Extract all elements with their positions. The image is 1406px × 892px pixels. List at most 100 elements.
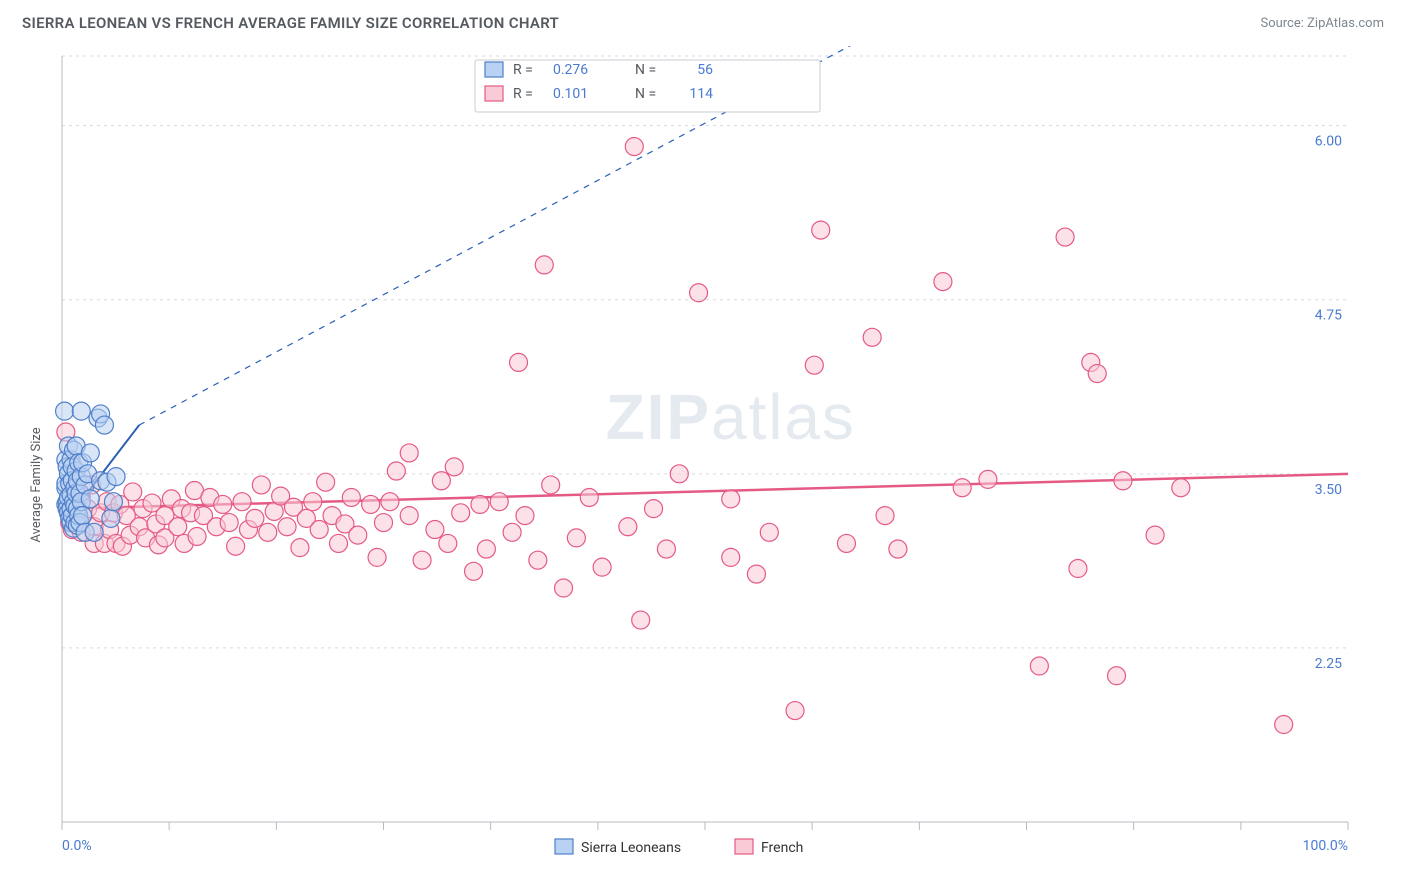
data-point <box>1069 560 1087 578</box>
data-point <box>381 493 399 511</box>
data-point <box>1108 667 1126 685</box>
x-tick-label: 100.0% <box>1303 838 1348 854</box>
data-point <box>310 521 328 539</box>
legend-n-value: 114 <box>689 86 713 102</box>
data-point <box>503 523 521 541</box>
data-point <box>56 402 74 420</box>
data-point <box>953 479 971 497</box>
data-point <box>291 539 309 557</box>
data-point <box>214 495 232 513</box>
data-point <box>349 526 367 544</box>
data-point <box>342 488 360 506</box>
data-point <box>124 483 142 501</box>
legend-r-label: R = <box>513 62 533 78</box>
data-point <box>580 488 598 506</box>
legend-series-label: Sierra Leoneans <box>581 840 681 856</box>
data-point <box>934 273 952 291</box>
data-point <box>1056 228 1074 246</box>
legend-swatch <box>485 86 503 101</box>
data-point <box>169 518 187 536</box>
data-point <box>259 523 277 541</box>
data-point <box>657 540 675 558</box>
data-point <box>95 416 113 434</box>
data-point <box>786 702 804 720</box>
data-point <box>220 514 238 532</box>
data-point <box>432 472 450 490</box>
x-tick-label: 0.0% <box>62 838 92 854</box>
data-point <box>490 493 508 511</box>
data-point <box>567 529 585 547</box>
data-point <box>317 473 335 491</box>
data-point <box>1275 716 1293 734</box>
data-point <box>1172 479 1190 497</box>
data-point <box>1030 657 1048 675</box>
y-tick-label: 3.50 <box>1315 482 1342 498</box>
data-point <box>400 444 418 462</box>
data-point <box>889 540 907 558</box>
data-point <box>760 523 778 541</box>
data-point <box>304 493 322 511</box>
y-tick-label: 6.00 <box>1315 134 1342 150</box>
data-point <box>555 579 573 597</box>
data-point <box>979 470 997 488</box>
data-point <box>837 534 855 552</box>
data-point <box>535 256 553 274</box>
data-point <box>1114 472 1132 490</box>
data-point <box>413 551 431 569</box>
legend-n-value: 56 <box>697 62 713 78</box>
data-point <box>452 504 470 522</box>
legend-n-label: N = <box>635 62 656 78</box>
legend-swatch <box>555 839 573 854</box>
data-point <box>670 465 688 483</box>
data-point <box>722 548 740 566</box>
data-point <box>85 523 103 541</box>
legend-r-value: 0.101 <box>553 86 588 102</box>
data-point <box>645 500 663 518</box>
y-axis-title: Average Family Size <box>29 427 44 542</box>
data-point <box>387 462 405 480</box>
data-point <box>619 518 637 536</box>
data-point <box>81 444 99 462</box>
y-tick-label: 4.75 <box>1315 308 1342 324</box>
legend-swatch <box>735 839 753 854</box>
legend-series-label: French <box>761 840 803 856</box>
data-point <box>863 328 881 346</box>
y-tick-label: 2.25 <box>1315 656 1342 672</box>
data-point <box>722 490 740 508</box>
data-point <box>102 509 120 527</box>
data-point <box>690 284 708 302</box>
watermark: ZIPatlas <box>606 381 856 453</box>
chart-title: SIERRA LEONEAN VS FRENCH AVERAGE FAMILY … <box>22 14 559 32</box>
data-point <box>747 565 765 583</box>
data-point <box>465 562 483 580</box>
data-point <box>510 353 528 371</box>
scatter-chart: 2.25 3.50 4.75 6.00 0.0% 100.0% Average Family… <box>22 46 1384 880</box>
data-point <box>471 495 489 513</box>
data-point <box>362 495 380 513</box>
data-point <box>445 458 463 476</box>
data-point <box>368 548 386 566</box>
data-point <box>188 527 206 545</box>
data-point <box>439 534 457 552</box>
data-point <box>72 402 90 420</box>
data-point <box>252 476 270 494</box>
legend-swatch <box>485 62 503 77</box>
data-point <box>632 611 650 629</box>
data-point <box>542 476 560 494</box>
data-point <box>329 534 347 552</box>
legend-r-label: R = <box>513 86 533 102</box>
legend-r-value: 0.276 <box>553 62 588 78</box>
data-point <box>805 356 823 374</box>
data-point <box>104 493 122 511</box>
source-attribution: Source: ZipAtlas.com <box>1260 16 1384 31</box>
data-point <box>375 514 393 532</box>
data-point <box>876 507 894 525</box>
data-point <box>593 558 611 576</box>
data-point <box>812 221 830 239</box>
data-point <box>74 507 92 525</box>
data-point <box>107 468 125 486</box>
data-point <box>400 507 418 525</box>
legend-n-label: N = <box>635 86 656 102</box>
data-point <box>516 507 534 525</box>
data-point <box>81 490 99 508</box>
